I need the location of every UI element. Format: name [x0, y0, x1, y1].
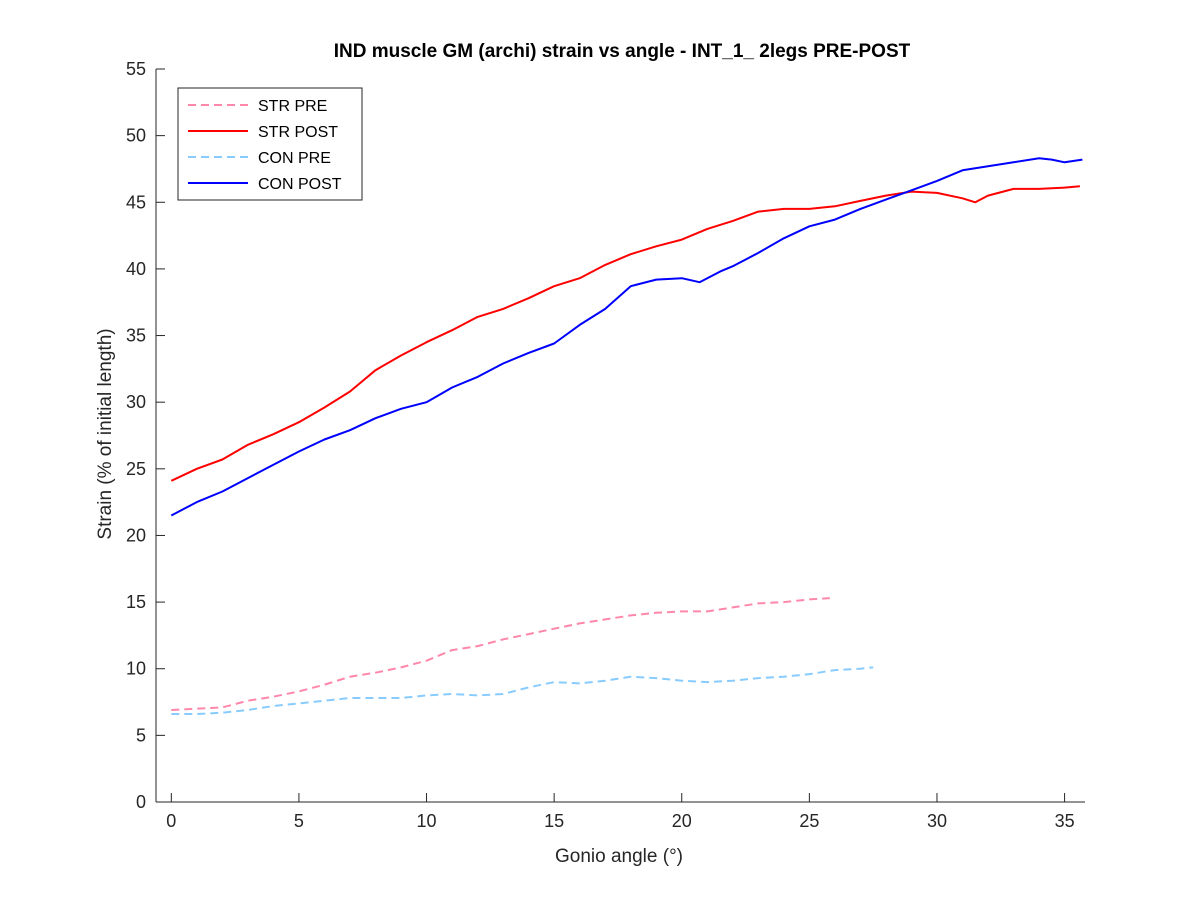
x-tick-label-0: 0 [166, 811, 176, 831]
y-axis-label: Strain (% of initial length) [95, 328, 116, 539]
legend-box [177, 87, 363, 201]
series-layer [170, 157, 1083, 715]
x-tick-label-2: 10 [417, 811, 437, 831]
y-tick-label-3: 15 [126, 592, 146, 612]
series-line-0 [171, 597, 830, 711]
y-tick-label-9: 45 [126, 192, 146, 212]
x-tick-label-3: 15 [544, 811, 564, 831]
y-tick-label-5: 25 [126, 459, 146, 479]
y-tick-label-4: 20 [126, 525, 146, 545]
y-tick-label-2: 10 [126, 659, 146, 679]
axes-layer: 0 5 10 15 20 25 30 35 0 5 10 15 20 25 30 35 40 45 50 55 [126, 59, 1085, 831]
x-tick-label-6: 30 [927, 811, 947, 831]
y-tick-label-7: 35 [126, 326, 146, 346]
x-tick-label-7: 35 [1055, 811, 1075, 831]
series-line-3 [170, 157, 1083, 517]
x-tick-label-4: 20 [672, 811, 692, 831]
legend-label-1: STR POST [258, 124, 338, 141]
y-tick-label-10: 50 [126, 126, 146, 146]
y-tick-label-6: 30 [126, 392, 146, 412]
legend: STR PRE STR POST CON PRE CON POST [177, 87, 363, 201]
legend-label-0: STR PRE [258, 98, 327, 115]
y-tick-label-1: 5 [136, 725, 146, 745]
y-tick-label-11: 55 [126, 59, 146, 79]
y-tick-label-8: 40 [126, 259, 146, 279]
chart-title: IND muscle GM (archi) strain vs angle - … [334, 41, 911, 62]
x-tick-label-1: 5 [294, 811, 304, 831]
x-tick-label-5: 25 [799, 811, 819, 831]
legend-label-3: CON POST [258, 176, 342, 193]
x-axis-label: Gonio angle (°) [555, 846, 683, 867]
series-line-1 [170, 185, 1080, 482]
y-tick-label-0: 0 [136, 792, 146, 812]
series-line-2 [171, 666, 874, 715]
legend-label-2: CON PRE [258, 150, 331, 167]
